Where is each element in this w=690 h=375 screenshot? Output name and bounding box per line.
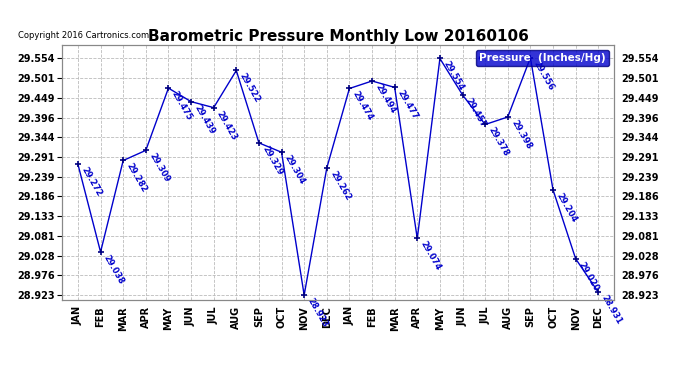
Text: 29.038: 29.038	[102, 254, 126, 286]
Text: 29.272: 29.272	[79, 166, 104, 198]
Text: 29.494: 29.494	[373, 82, 397, 115]
Text: 29.282: 29.282	[125, 162, 148, 194]
Text: 29.522: 29.522	[237, 72, 262, 105]
Text: 28.931: 28.931	[600, 294, 624, 326]
Text: 29.378: 29.378	[486, 126, 511, 158]
Text: 29.556: 29.556	[532, 59, 556, 92]
Text: 29.020: 29.020	[577, 260, 601, 292]
Text: 29.304: 29.304	[283, 154, 307, 186]
Legend: Pressure  (Inches/Hg): Pressure (Inches/Hg)	[476, 50, 609, 66]
Text: 29.204: 29.204	[554, 191, 578, 224]
Text: 29.398: 29.398	[509, 118, 533, 151]
Text: 29.477: 29.477	[396, 89, 420, 121]
Text: 29.457: 29.457	[464, 96, 488, 129]
Text: 28.923: 28.923	[306, 297, 329, 329]
Text: 29.439: 29.439	[193, 103, 217, 135]
Text: 29.309: 29.309	[147, 152, 171, 184]
Text: 29.262: 29.262	[328, 170, 352, 202]
Title: Barometric Pressure Monthly Low 20160106: Barometric Pressure Monthly Low 20160106	[148, 29, 529, 44]
Text: 29.329: 29.329	[260, 144, 284, 177]
Text: Copyright 2016 Cartronics.com: Copyright 2016 Cartronics.com	[18, 31, 149, 40]
Text: 29.074: 29.074	[419, 240, 442, 272]
Text: 29.474: 29.474	[351, 90, 375, 122]
Text: 29.554: 29.554	[442, 60, 465, 93]
Text: 29.475: 29.475	[170, 90, 194, 122]
Text: 29.423: 29.423	[215, 109, 239, 141]
